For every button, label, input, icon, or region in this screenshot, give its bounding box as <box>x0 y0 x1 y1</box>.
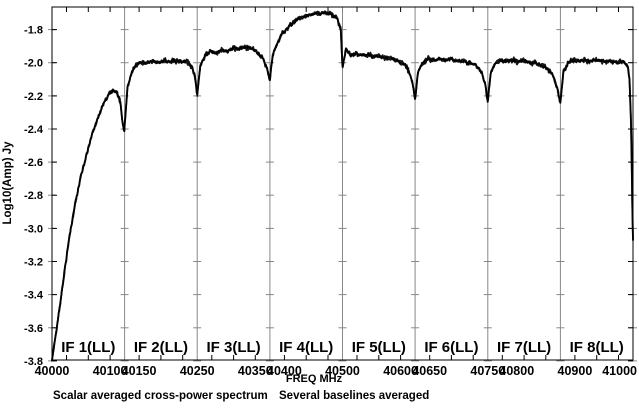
svg-text:IF 5(LL): IF 5(LL) <box>352 339 406 356</box>
svg-text:40900: 40900 <box>558 364 593 378</box>
svg-text:IF 7(LL): IF 7(LL) <box>497 339 551 356</box>
svg-text:-3.6: -3.6 <box>24 323 43 335</box>
svg-text:FREQ MHz: FREQ MHz <box>286 373 343 385</box>
svg-text:IF 2(LL): IF 2(LL) <box>134 339 188 356</box>
svg-text:40650: 40650 <box>412 364 447 378</box>
svg-text:IF 1(LL): IF 1(LL) <box>61 339 115 356</box>
svg-text:-3.2: -3.2 <box>24 257 43 269</box>
svg-text:IF 8(LL): IF 8(LL) <box>570 339 624 356</box>
svg-text:IF 6(LL): IF 6(LL) <box>424 339 478 356</box>
svg-text:Several baselines averaged: Several baselines averaged <box>279 390 429 402</box>
svg-text:40250: 40250 <box>180 364 215 378</box>
svg-text:IF 3(LL): IF 3(LL) <box>207 339 261 356</box>
svg-text:-3.4: -3.4 <box>24 290 44 302</box>
svg-text:-2.2: -2.2 <box>24 91 43 103</box>
svg-text:-2.8: -2.8 <box>24 190 43 202</box>
svg-text:-2.6: -2.6 <box>24 157 43 169</box>
svg-text:Scalar averaged cross-power sp: Scalar averaged cross-power spectrum <box>53 390 268 402</box>
svg-text:-1.8: -1.8 <box>24 25 43 37</box>
svg-text:-3.0: -3.0 <box>24 223 43 235</box>
svg-text:-2.0: -2.0 <box>24 58 43 70</box>
svg-text:40150: 40150 <box>122 364 157 378</box>
svg-text:IF 4(LL): IF 4(LL) <box>279 339 333 356</box>
svg-text:40000: 40000 <box>35 364 70 378</box>
svg-text:41000: 41000 <box>602 364 637 378</box>
svg-text:Log10(Amp) Jy: Log10(Amp) Jy <box>2 141 14 225</box>
svg-text:40800: 40800 <box>499 364 534 378</box>
svg-text:-2.4: -2.4 <box>24 124 44 136</box>
